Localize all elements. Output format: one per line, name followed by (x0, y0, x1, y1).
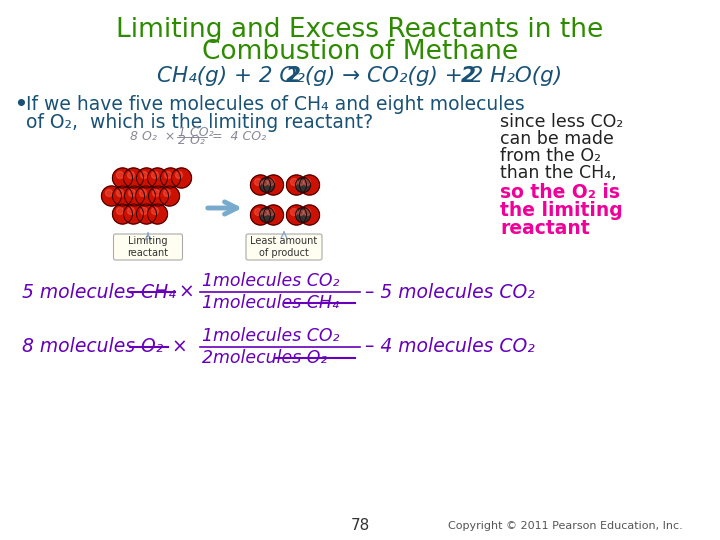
Circle shape (259, 207, 274, 222)
Text: than the CH₄,: than the CH₄, (500, 164, 617, 182)
FancyBboxPatch shape (114, 234, 182, 260)
Circle shape (102, 186, 122, 206)
Circle shape (127, 172, 135, 179)
Text: – 4 molecules CO₂: – 4 molecules CO₂ (365, 338, 535, 356)
Text: of O₂,  which is the limiting reactant?: of O₂, which is the limiting reactant? (26, 112, 373, 132)
Circle shape (112, 204, 132, 224)
Circle shape (299, 210, 304, 215)
Text: Limiting and Excess Reactants in the: Limiting and Excess Reactants in the (117, 17, 603, 43)
Circle shape (106, 190, 112, 197)
Circle shape (117, 190, 124, 197)
Circle shape (127, 207, 135, 214)
Circle shape (137, 204, 156, 224)
Circle shape (290, 208, 297, 215)
Text: ×: × (171, 338, 186, 356)
Text: 1 CO₂: 1 CO₂ (178, 126, 214, 139)
Circle shape (140, 207, 148, 214)
Circle shape (112, 168, 132, 188)
Circle shape (148, 204, 168, 224)
Circle shape (112, 186, 132, 206)
Text: – 5 molecules CO₂: – 5 molecules CO₂ (365, 282, 535, 301)
Circle shape (295, 178, 310, 192)
Circle shape (140, 172, 148, 179)
Text: 78: 78 (351, 518, 369, 534)
Circle shape (304, 179, 310, 186)
Circle shape (163, 190, 171, 197)
Circle shape (164, 172, 171, 179)
Circle shape (263, 180, 268, 185)
Text: since less CO₂: since less CO₂ (500, 113, 624, 131)
Circle shape (251, 205, 271, 225)
Circle shape (251, 175, 271, 195)
Text: 8 molecules O₂: 8 molecules O₂ (22, 338, 163, 356)
Circle shape (287, 205, 307, 225)
Circle shape (254, 208, 261, 215)
Text: 5 molecules CH₄: 5 molecules CH₄ (22, 282, 176, 301)
Circle shape (300, 175, 320, 195)
Circle shape (287, 175, 307, 195)
Circle shape (264, 205, 284, 225)
Text: 2molecules O₂: 2molecules O₂ (202, 349, 328, 367)
Circle shape (151, 172, 158, 179)
Text: 2: 2 (287, 66, 301, 86)
Text: =  4 CO₂: = 4 CO₂ (212, 131, 266, 144)
FancyBboxPatch shape (246, 234, 322, 260)
Text: 2 O₂: 2 O₂ (178, 134, 205, 147)
Circle shape (128, 190, 135, 197)
Circle shape (151, 207, 158, 214)
Text: reactant: reactant (500, 219, 590, 238)
Text: Least amount
of product: Least amount of product (251, 236, 318, 258)
Circle shape (153, 190, 160, 197)
Text: can be made: can be made (500, 130, 614, 148)
Text: ×: × (178, 282, 194, 301)
Circle shape (264, 175, 284, 195)
Circle shape (117, 172, 124, 179)
Circle shape (299, 180, 304, 185)
Text: 1molecules CO₂: 1molecules CO₂ (202, 272, 340, 290)
Circle shape (263, 210, 268, 215)
FancyArrowPatch shape (208, 202, 237, 214)
Circle shape (125, 186, 145, 206)
Text: 8 O₂  ×: 8 O₂ × (130, 131, 176, 144)
Circle shape (254, 179, 261, 186)
Circle shape (304, 208, 310, 215)
Text: 1molecules CH₄: 1molecules CH₄ (202, 294, 339, 312)
Circle shape (268, 179, 274, 186)
Circle shape (160, 186, 179, 206)
Circle shape (135, 186, 156, 206)
Text: •: • (14, 94, 27, 113)
Text: CH₄(g) + 2 O₂(g) → CO₂(g) + 2 H₂O(g): CH₄(g) + 2 O₂(g) → CO₂(g) + 2 H₂O(g) (158, 66, 562, 86)
Circle shape (117, 207, 124, 214)
Text: Copyright © 2011 Pearson Education, Inc.: Copyright © 2011 Pearson Education, Inc. (448, 521, 683, 531)
Circle shape (124, 168, 143, 188)
Circle shape (161, 168, 181, 188)
Text: Combustion of Methane: Combustion of Methane (202, 39, 518, 65)
Circle shape (171, 168, 192, 188)
Circle shape (300, 205, 320, 225)
Text: from the O₂: from the O₂ (500, 147, 601, 165)
Text: the limiting: the limiting (500, 200, 623, 219)
Text: 2: 2 (461, 66, 476, 86)
Text: If we have five molecules of CH₄ and eight molecules: If we have five molecules of CH₄ and eig… (26, 94, 525, 113)
Circle shape (290, 179, 297, 186)
Circle shape (176, 172, 182, 179)
Text: 1molecules CO₂: 1molecules CO₂ (202, 327, 340, 345)
Circle shape (148, 186, 168, 206)
Text: Limiting
reactant: Limiting reactant (127, 236, 168, 258)
Circle shape (124, 204, 143, 224)
Circle shape (295, 207, 310, 222)
Circle shape (140, 190, 146, 197)
Circle shape (259, 178, 274, 192)
Circle shape (148, 168, 168, 188)
Circle shape (268, 208, 274, 215)
Circle shape (137, 168, 156, 188)
Text: so the O₂ is: so the O₂ is (500, 183, 620, 201)
